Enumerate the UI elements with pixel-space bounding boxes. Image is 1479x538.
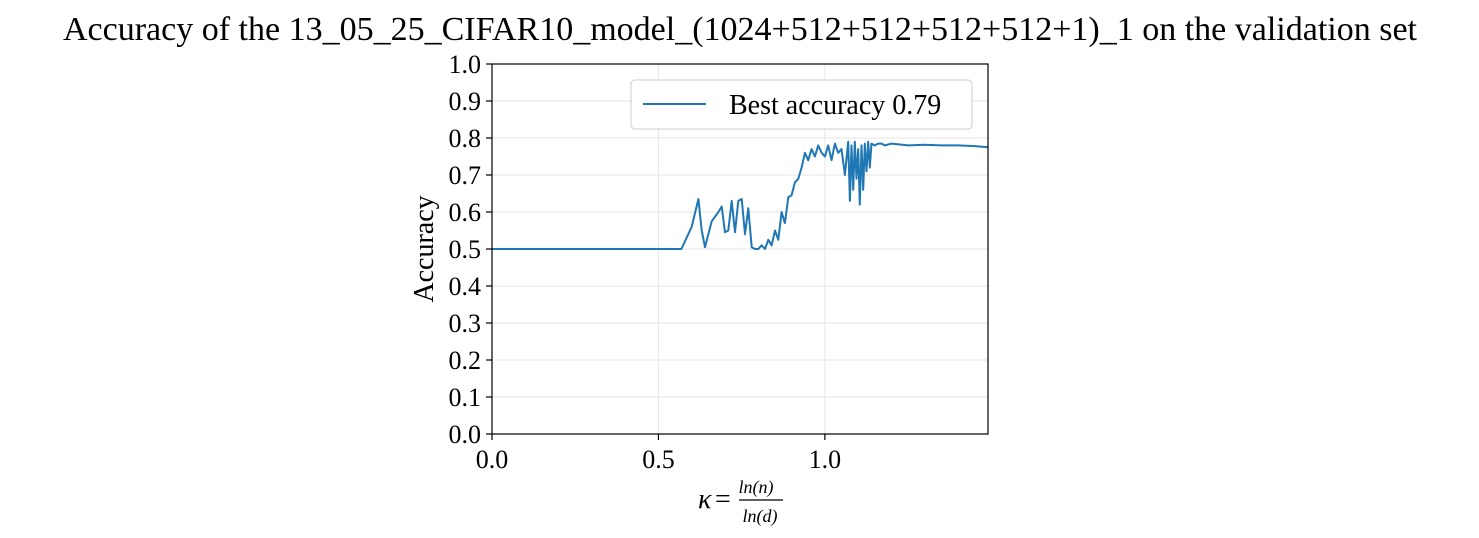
legend: Best accuracy 0.79	[630, 79, 973, 130]
y-tick-label: 0.0	[449, 420, 482, 449]
x-axis-label-denominator: ln(d)	[743, 506, 778, 527]
x-axis-label: κ = ln(n) ln(d)	[698, 477, 783, 527]
x-axis-label-numerator: ln(n)	[739, 477, 774, 498]
y-tick-label: 0.7	[449, 161, 482, 190]
legend-label: Best accuracy 0.79	[729, 90, 941, 121]
x-tick-label: 1.0	[809, 445, 842, 474]
x-axis-label-symbol: κ	[698, 484, 712, 515]
y-tick-label: 0.9	[449, 87, 482, 116]
y-tick-label: 0.2	[449, 346, 482, 375]
data-series-group	[492, 140, 989, 250]
legend-box	[630, 79, 973, 130]
y-tick-label: 1.0	[449, 50, 482, 79]
series-line-0	[492, 140, 989, 250]
y-tick-label: 0.1	[449, 383, 482, 412]
x-tick-label: 0.5	[642, 445, 675, 474]
y-tick-label: 0.6	[449, 198, 482, 227]
x-tick-label: 0.0	[476, 445, 509, 474]
x-axis-label-equals: =	[715, 484, 731, 515]
chart-title: Accuracy of the 13_05_25_CIFAR10_model_(…	[63, 11, 1418, 48]
x-tick-group: 0.0 0.5 1.0	[476, 434, 841, 474]
y-tick-label: 0.5	[449, 235, 482, 264]
y-axis-label: Accuracy	[409, 195, 440, 302]
y-tick-label: 0.4	[449, 272, 482, 301]
y-tick-label: 0.3	[449, 309, 482, 338]
y-tick-label: 0.8	[449, 124, 482, 153]
y-tick-group: 0.0 0.1 0.2 0.3 0.4 0.5 0.6 0.7 0.8 0.9 1.0	[449, 50, 492, 449]
